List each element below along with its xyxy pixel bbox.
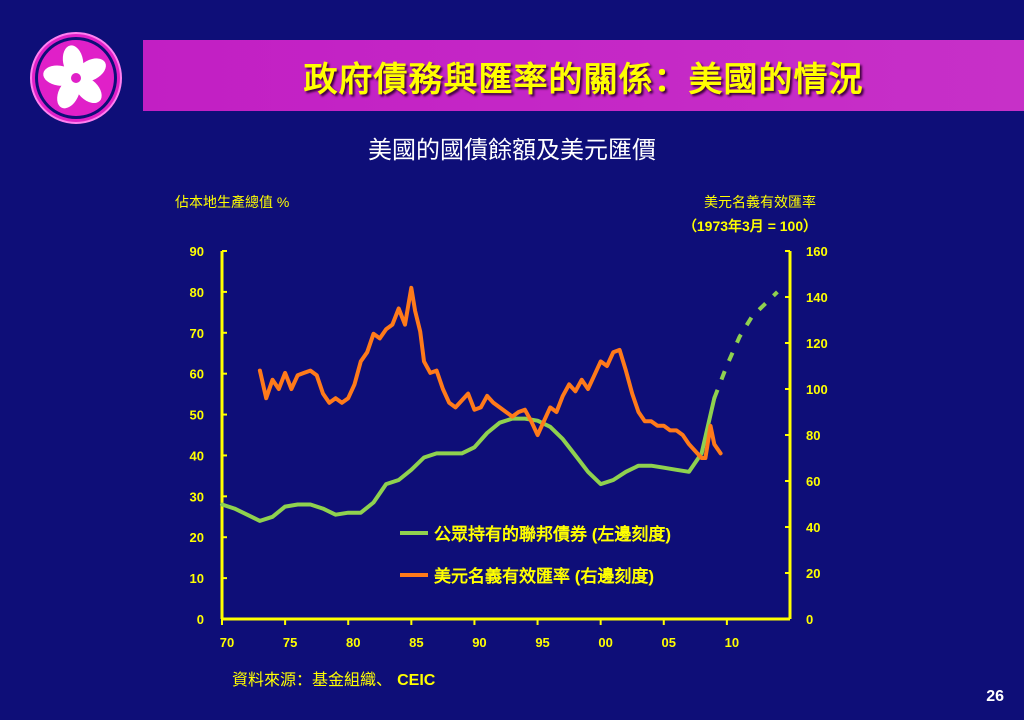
left-tick-label: 90 [190, 244, 204, 259]
left-tick-label: 30 [190, 489, 204, 504]
title-bar: 政府債務與匯率的關係：美國的情況 [143, 40, 1024, 111]
bauhinia-logo-icon [30, 32, 122, 124]
series-projection-debt [712, 290, 779, 399]
series-line-debt [220, 396, 717, 523]
x-tick-label: 00 [598, 635, 612, 650]
left-tick-label: 40 [190, 448, 204, 463]
chart-title: 美國的國債餘額及美元匯價 [368, 136, 656, 164]
right-tick-label: 100 [806, 382, 828, 397]
x-tick-label: 90 [472, 635, 486, 650]
legend-label-fx: 美元名義有效匯率 (右邊刻度) [434, 566, 654, 586]
series-line-fx [257, 285, 723, 460]
source-label: 資料來源：基金組織、 [232, 670, 393, 689]
x-tick-label: 85 [409, 635, 423, 650]
left-axis-title: 佔本地生產總值 % [175, 194, 289, 210]
left-tick-label: 50 [190, 408, 204, 423]
right-tick-label: 20 [806, 566, 820, 581]
left-tick-label: 70 [190, 326, 204, 341]
right-axis-title-line2: （1973年3月 = 100） [683, 218, 817, 234]
source-name: CEIC [397, 672, 436, 689]
right-tick-label: 60 [806, 474, 820, 489]
x-tick-label: 95 [535, 635, 549, 650]
left-tick-label: 0 [197, 612, 204, 627]
x-tick-label: 75 [283, 635, 297, 650]
right-tick-label: 120 [806, 336, 828, 351]
x-tick-label: 05 [662, 635, 676, 650]
left-tick-label: 60 [190, 367, 204, 382]
left-tick-label: 80 [190, 285, 204, 300]
right-axis-title-line1: 美元名義有效匯率 [704, 194, 816, 210]
right-tick-label: 80 [806, 428, 820, 443]
slide-title: 政府債務與匯率的關係：美國的情況 [303, 60, 864, 100]
source-note: 資料來源：基金組織、 CEIC [232, 666, 435, 690]
right-tick-label: 140 [806, 290, 828, 305]
left-tick-label: 20 [190, 530, 204, 545]
x-tick-label: 10 [725, 635, 739, 650]
x-tick-label: 70 [220, 635, 234, 650]
x-tick-label: 80 [346, 635, 360, 650]
legend-label-debt: 公眾持有的聯邦債券 (左邊刻度) [434, 524, 671, 544]
right-tick-label: 160 [806, 244, 828, 259]
left-tick-label: 10 [190, 571, 204, 586]
right-tick-label: 0 [806, 612, 813, 627]
right-tick-label: 40 [806, 520, 820, 535]
page-number: 26 [986, 688, 1004, 705]
